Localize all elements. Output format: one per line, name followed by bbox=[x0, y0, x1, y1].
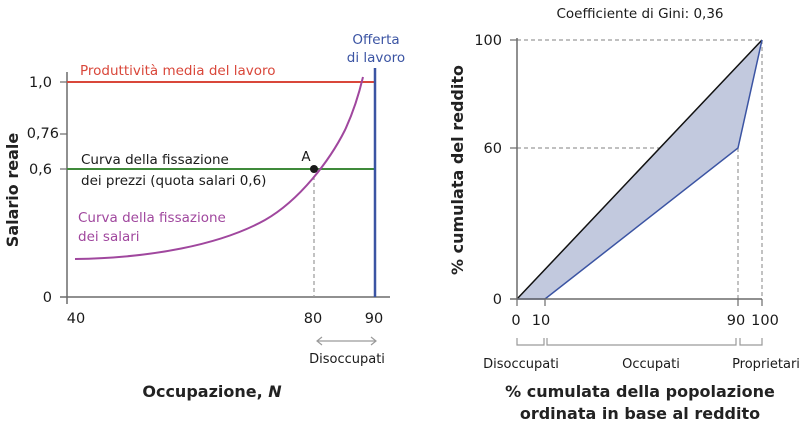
x-tick-40: 40 bbox=[67, 311, 85, 327]
equality-line bbox=[516, 39, 763, 300]
labour-supply-label-2: di lavoro bbox=[347, 50, 405, 66]
right-x-axis-label-2: ordinata in base al reddito bbox=[520, 404, 760, 423]
wage-setting-label-2: dei salari bbox=[78, 229, 140, 245]
y-tick-1: 1,0 bbox=[29, 75, 52, 91]
wage-setting-label-1: Curva della fissazione bbox=[78, 210, 226, 226]
group-brackets bbox=[516, 338, 763, 346]
right-y-tick-60: 60 bbox=[484, 141, 502, 157]
right-x-tick-100: 100 bbox=[751, 313, 779, 329]
equilibrium-point-a bbox=[310, 165, 318, 173]
labour-supply-label-1: Offerta bbox=[352, 32, 399, 48]
group-label-unemployed: Disoccupati bbox=[483, 357, 559, 372]
productivity-label: Produttività media del lavoro bbox=[80, 63, 276, 79]
right-chart: Coefficiente di Gini: 0,36 % cumulata de… bbox=[448, 6, 800, 423]
right-x-tick-0: 0 bbox=[511, 313, 520, 329]
left-x-axis-label: Occupazione, N bbox=[142, 382, 282, 401]
x-tick-80: 80 bbox=[304, 311, 322, 327]
unemployed-arrow bbox=[316, 336, 377, 346]
left-y-axis-label: Salario reale bbox=[3, 133, 22, 248]
right-y-axis-label: % cumulata del reddito bbox=[448, 65, 467, 275]
right-y-tick-0: 0 bbox=[493, 292, 502, 308]
right-x-axis-label-1: % cumulata della popolazione bbox=[505, 382, 775, 401]
right-x-tick-10: 10 bbox=[532, 313, 550, 329]
price-setting-label-1: Curva della fissazione bbox=[81, 152, 229, 168]
right-x-tick-90: 90 bbox=[727, 313, 745, 329]
group-label-employed: Occupati bbox=[622, 357, 680, 372]
y-tick-0: 0 bbox=[43, 290, 52, 306]
point-a-label: A bbox=[301, 149, 311, 165]
price-setting-label-2: dei prezzi (quota salari 0,6) bbox=[81, 173, 266, 189]
y-tick-06: 0,6 bbox=[29, 162, 52, 178]
gini-title: Coefficiente di Gini: 0,36 bbox=[557, 6, 724, 22]
right-y-tick-100: 100 bbox=[474, 33, 502, 49]
x-tick-90: 90 bbox=[365, 311, 383, 327]
group-label-owners: Proprietari bbox=[732, 357, 800, 372]
y-tick-076: 0,76 bbox=[27, 126, 59, 142]
wage-setting-curve bbox=[74, 76, 364, 260]
left-chart: Salario reale 1,0 0,76 0,6 0 40 80 90 Pr… bbox=[3, 32, 405, 401]
unemployed-label: Disoccupati bbox=[309, 352, 385, 367]
